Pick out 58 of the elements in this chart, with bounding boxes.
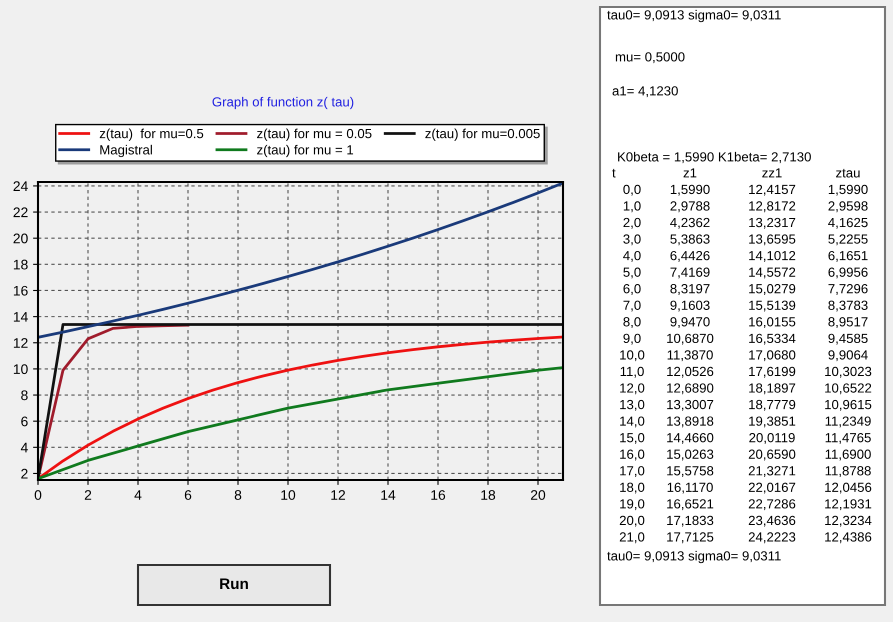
text: 15,0 14,4660 20,0119 11,4765 xyxy=(620,433,871,444)
text: 14,0 13,8918 19,3851 11,2349 xyxy=(620,416,871,428)
x-tick-label: 0 xyxy=(34,490,42,500)
text: mu= 0,5000 xyxy=(616,52,685,64)
text: 8,0 9,9470 16,0155 8,9517 xyxy=(623,317,868,328)
text: 18,0 16,1170 22,0167 12,0456 xyxy=(620,482,872,494)
text: 19,0 16,6521 22,7286 12,1931 xyxy=(620,499,872,510)
text: Run xyxy=(220,578,248,590)
legend-label: z(tau) for mu=0.005 xyxy=(425,128,540,141)
legend-label: Magistral xyxy=(100,144,152,158)
text: 5,0 7,4169 14,5572 6,9956 xyxy=(623,268,868,278)
y-tick-label: 12 xyxy=(14,338,28,348)
text: 3,0 5,3863 13,6595 5,2255 xyxy=(623,234,868,246)
text: 17,0 15,5758 21,3271 11,8788 xyxy=(620,466,871,477)
text: 16,0 15,0263 20,6590 11,6900 xyxy=(620,450,871,460)
text: 7,0 9,1603 15,5139 8,3783 xyxy=(624,300,868,312)
text: 9,0 10,6870 16,5334 9,4585 xyxy=(623,334,868,345)
text: 6,0 8,3197 15,0279 7,7296 xyxy=(624,284,868,295)
text: tau0= 9,0913 sigma0= 9,0311 xyxy=(607,550,781,564)
x-tick-label: 10 xyxy=(281,490,296,500)
y-tick-label: 18 xyxy=(14,260,28,270)
y-tick-label: 14 xyxy=(14,312,28,322)
text: tau0= 9,0913 sigma0= 9,0311 xyxy=(607,10,781,22)
text: 4,0 6,4426 14,1012 6,1651 xyxy=(623,250,868,262)
x-tick-label: 8 xyxy=(234,490,242,500)
text: 12,0 12,6890 18,1897 10,6522 xyxy=(620,383,872,394)
x-tick-label: 18 xyxy=(481,490,496,500)
text: 11,0 12,0526 17,6199 10,3023 xyxy=(620,366,872,378)
text: a1= 4,1230 xyxy=(612,86,678,98)
y-tick-label: 4 xyxy=(20,442,28,452)
legend-label: z(tau) for mu = 1 xyxy=(257,144,354,158)
text: 1,0 2,9788 12,8172 2,9598 xyxy=(624,201,868,212)
y-tick-label: 24 xyxy=(14,181,28,191)
text: 13,0 13,3007 18,7779 10,9615 xyxy=(620,400,872,411)
text: 21,0 17,7125 24,2223 12,4386 xyxy=(620,532,872,544)
x-tick-label: 20 xyxy=(530,490,546,500)
x-tick-label: 4 xyxy=(134,490,142,500)
x-tick-label: 6 xyxy=(184,490,192,500)
legend-label: z(tau) for mu=0.5 xyxy=(100,128,204,141)
legend-label: z(tau) for mu = 0.05 xyxy=(257,128,372,141)
y-tick-label: 22 xyxy=(14,207,28,218)
text: t z1 zz1 ztau xyxy=(612,168,860,178)
x-tick-label: 12 xyxy=(331,490,346,500)
x-tick-label: 16 xyxy=(431,490,446,500)
y-tick-label: 8 xyxy=(21,390,28,400)
y-tick-label: 20 xyxy=(14,234,28,244)
y-tick-label: 10 xyxy=(14,364,28,374)
x-tick-label: 14 xyxy=(381,490,396,500)
y-tick-label: 16 xyxy=(14,286,28,296)
text: 10,0 11,3870 17,0680 9,9064 xyxy=(620,350,868,362)
text: K0beta = 1,5990 K1beta= 2,7130 xyxy=(618,152,811,164)
chart-title: Graph of function z( tau) xyxy=(212,96,354,110)
y-tick-label: 2 xyxy=(21,468,28,478)
text: 0,0 1,5990 12,4157 1,5990 xyxy=(623,184,868,196)
text: 2,0 4,2362 13,2317 4,1625 xyxy=(623,218,868,229)
y-tick-label: 6 xyxy=(21,416,28,426)
x-tick-label: 2 xyxy=(84,490,92,500)
text: 20,0 17,1833 23,4636 12,3234 xyxy=(620,516,872,527)
